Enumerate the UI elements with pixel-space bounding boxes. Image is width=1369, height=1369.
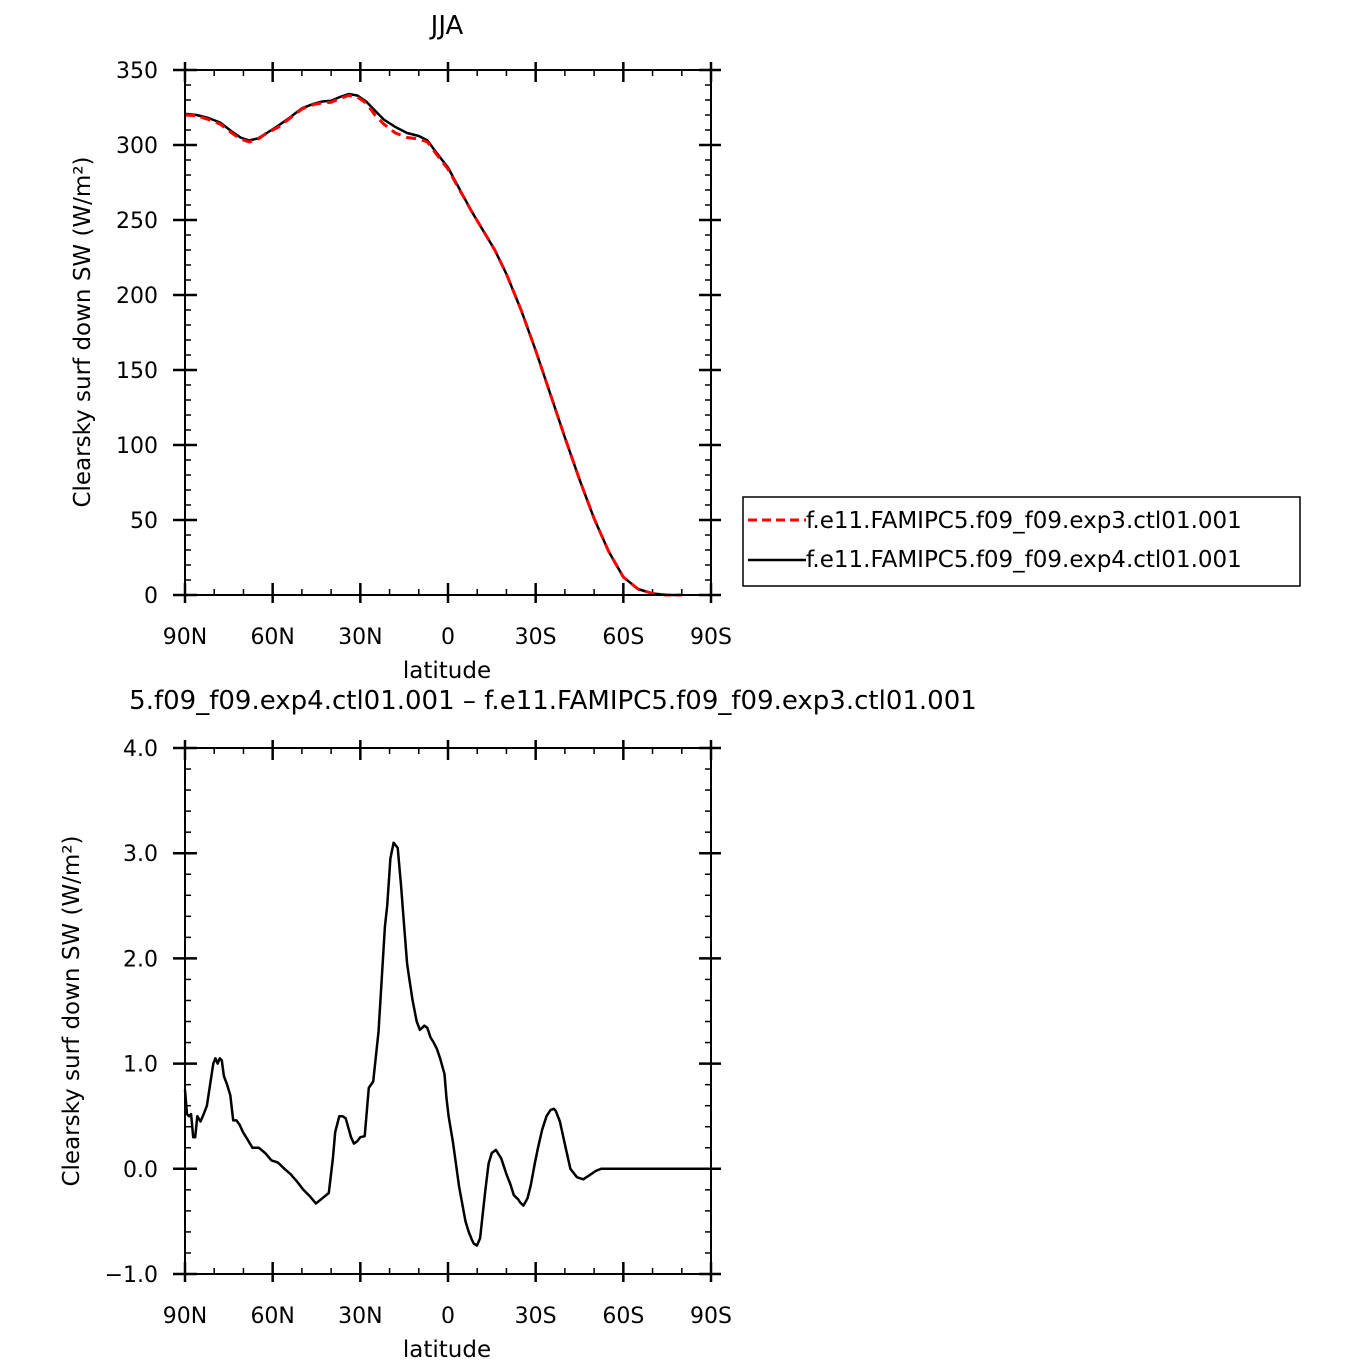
p0-x-tick-label: 30S xyxy=(515,625,557,650)
p1-y-tick-label: 4.0 xyxy=(123,737,158,762)
bottom-plot-frame xyxy=(184,747,712,1275)
top-major-ticks xyxy=(173,62,721,603)
p0-x-tick-label: 0 xyxy=(441,625,455,650)
top-x-tick-labels: 90N 60N 30N 0 30S 60S 90S xyxy=(163,625,732,650)
top-minor-ticks xyxy=(184,69,712,596)
bottom-series-lines xyxy=(183,841,711,1247)
p1-y-tick-label: 2.0 xyxy=(123,947,158,972)
p1-y-tick-label: 1.0 xyxy=(123,1053,158,1078)
p0-y-tick-label: 0 xyxy=(144,584,158,609)
p1-y-tick-label: 0.0 xyxy=(123,1158,158,1183)
top-panel: JJA 0 50 100 150 200 250 300 350 90N 60N 30N 0 30S 6… xyxy=(70,11,732,684)
bottom-minor-ticks xyxy=(184,747,712,1275)
p1-x-tick-label: 60N xyxy=(250,1304,294,1329)
top-plot-frame xyxy=(184,69,712,596)
bottom-chart-title: 5.f09_f09.exp4.ctl01.001 – f.e11.FAMIPC5… xyxy=(129,686,977,716)
p0-y-tick-label: 200 xyxy=(116,284,158,309)
p0-y-tick-label: 150 xyxy=(116,359,158,384)
legend-label-exp3: f.e11.FAMIPC5.f09_f09.exp3.ctl01.001 xyxy=(806,508,1242,534)
p1-x-tick-label: 90N xyxy=(163,1304,207,1329)
p1-x-tick-label: 0 xyxy=(441,1304,455,1329)
p0-x-tick-label: 60N xyxy=(250,625,294,650)
bottom-major-ticks xyxy=(173,740,721,1282)
p0-series-line-1 xyxy=(184,92,682,597)
p0-series-line-0 xyxy=(184,94,682,597)
legend-label-exp4: f.e11.FAMIPC5.f09_f09.exp4.ctl01.001 xyxy=(806,547,1242,573)
p0-x-tick-label: 90S xyxy=(690,625,732,650)
p0-x-tick-label: 30N xyxy=(338,625,382,650)
p1-y-tick-label: −1.0 xyxy=(105,1263,158,1288)
p0-x-tick-label: 60S xyxy=(602,625,644,650)
p0-y-tick-label: 50 xyxy=(130,509,158,534)
top-y-tick-labels: 0 50 100 150 200 250 300 350 xyxy=(116,59,158,609)
p1-x-tick-label: 30N xyxy=(338,1304,382,1329)
bottom-x-tick-labels: 90N 60N 30N 0 30S 60S 90S xyxy=(163,1304,732,1329)
bottom-y-axis-label: Clearsky surf down SW (W/m²) xyxy=(59,835,85,1186)
top-series-lines xyxy=(184,92,682,597)
p1-y-tick-label: 3.0 xyxy=(123,842,158,867)
p1-x-tick-label: 30S xyxy=(515,1304,557,1329)
top-chart-title: JJA xyxy=(429,11,464,41)
top-y-axis-label: Clearsky surf down SW (W/m²) xyxy=(70,156,96,507)
p0-y-tick-label: 300 xyxy=(116,134,158,159)
top-x-axis-label: latitude xyxy=(403,658,491,684)
p1-x-tick-label: 60S xyxy=(602,1304,644,1329)
p0-y-tick-label: 350 xyxy=(116,59,158,84)
p1-series-line-0 xyxy=(183,841,711,1247)
bottom-panel: 5.f09_f09.exp4.ctl01.001 – f.e11.FAMIPC5… xyxy=(59,686,977,1363)
legend-box xyxy=(742,496,1301,587)
legend: f.e11.FAMIPC5.f09_f09.exp3.ctl01.001 f.e… xyxy=(742,496,1301,587)
p1-x-tick-label: 90S xyxy=(690,1304,732,1329)
p0-x-tick-label: 90N xyxy=(163,625,207,650)
bottom-y-tick-labels: −1.0 0.0 1.0 2.0 3.0 4.0 xyxy=(105,737,158,1288)
p0-y-tick-label: 250 xyxy=(116,209,158,234)
p0-y-tick-label: 100 xyxy=(116,434,158,459)
bottom-x-axis-label: latitude xyxy=(403,1337,491,1363)
